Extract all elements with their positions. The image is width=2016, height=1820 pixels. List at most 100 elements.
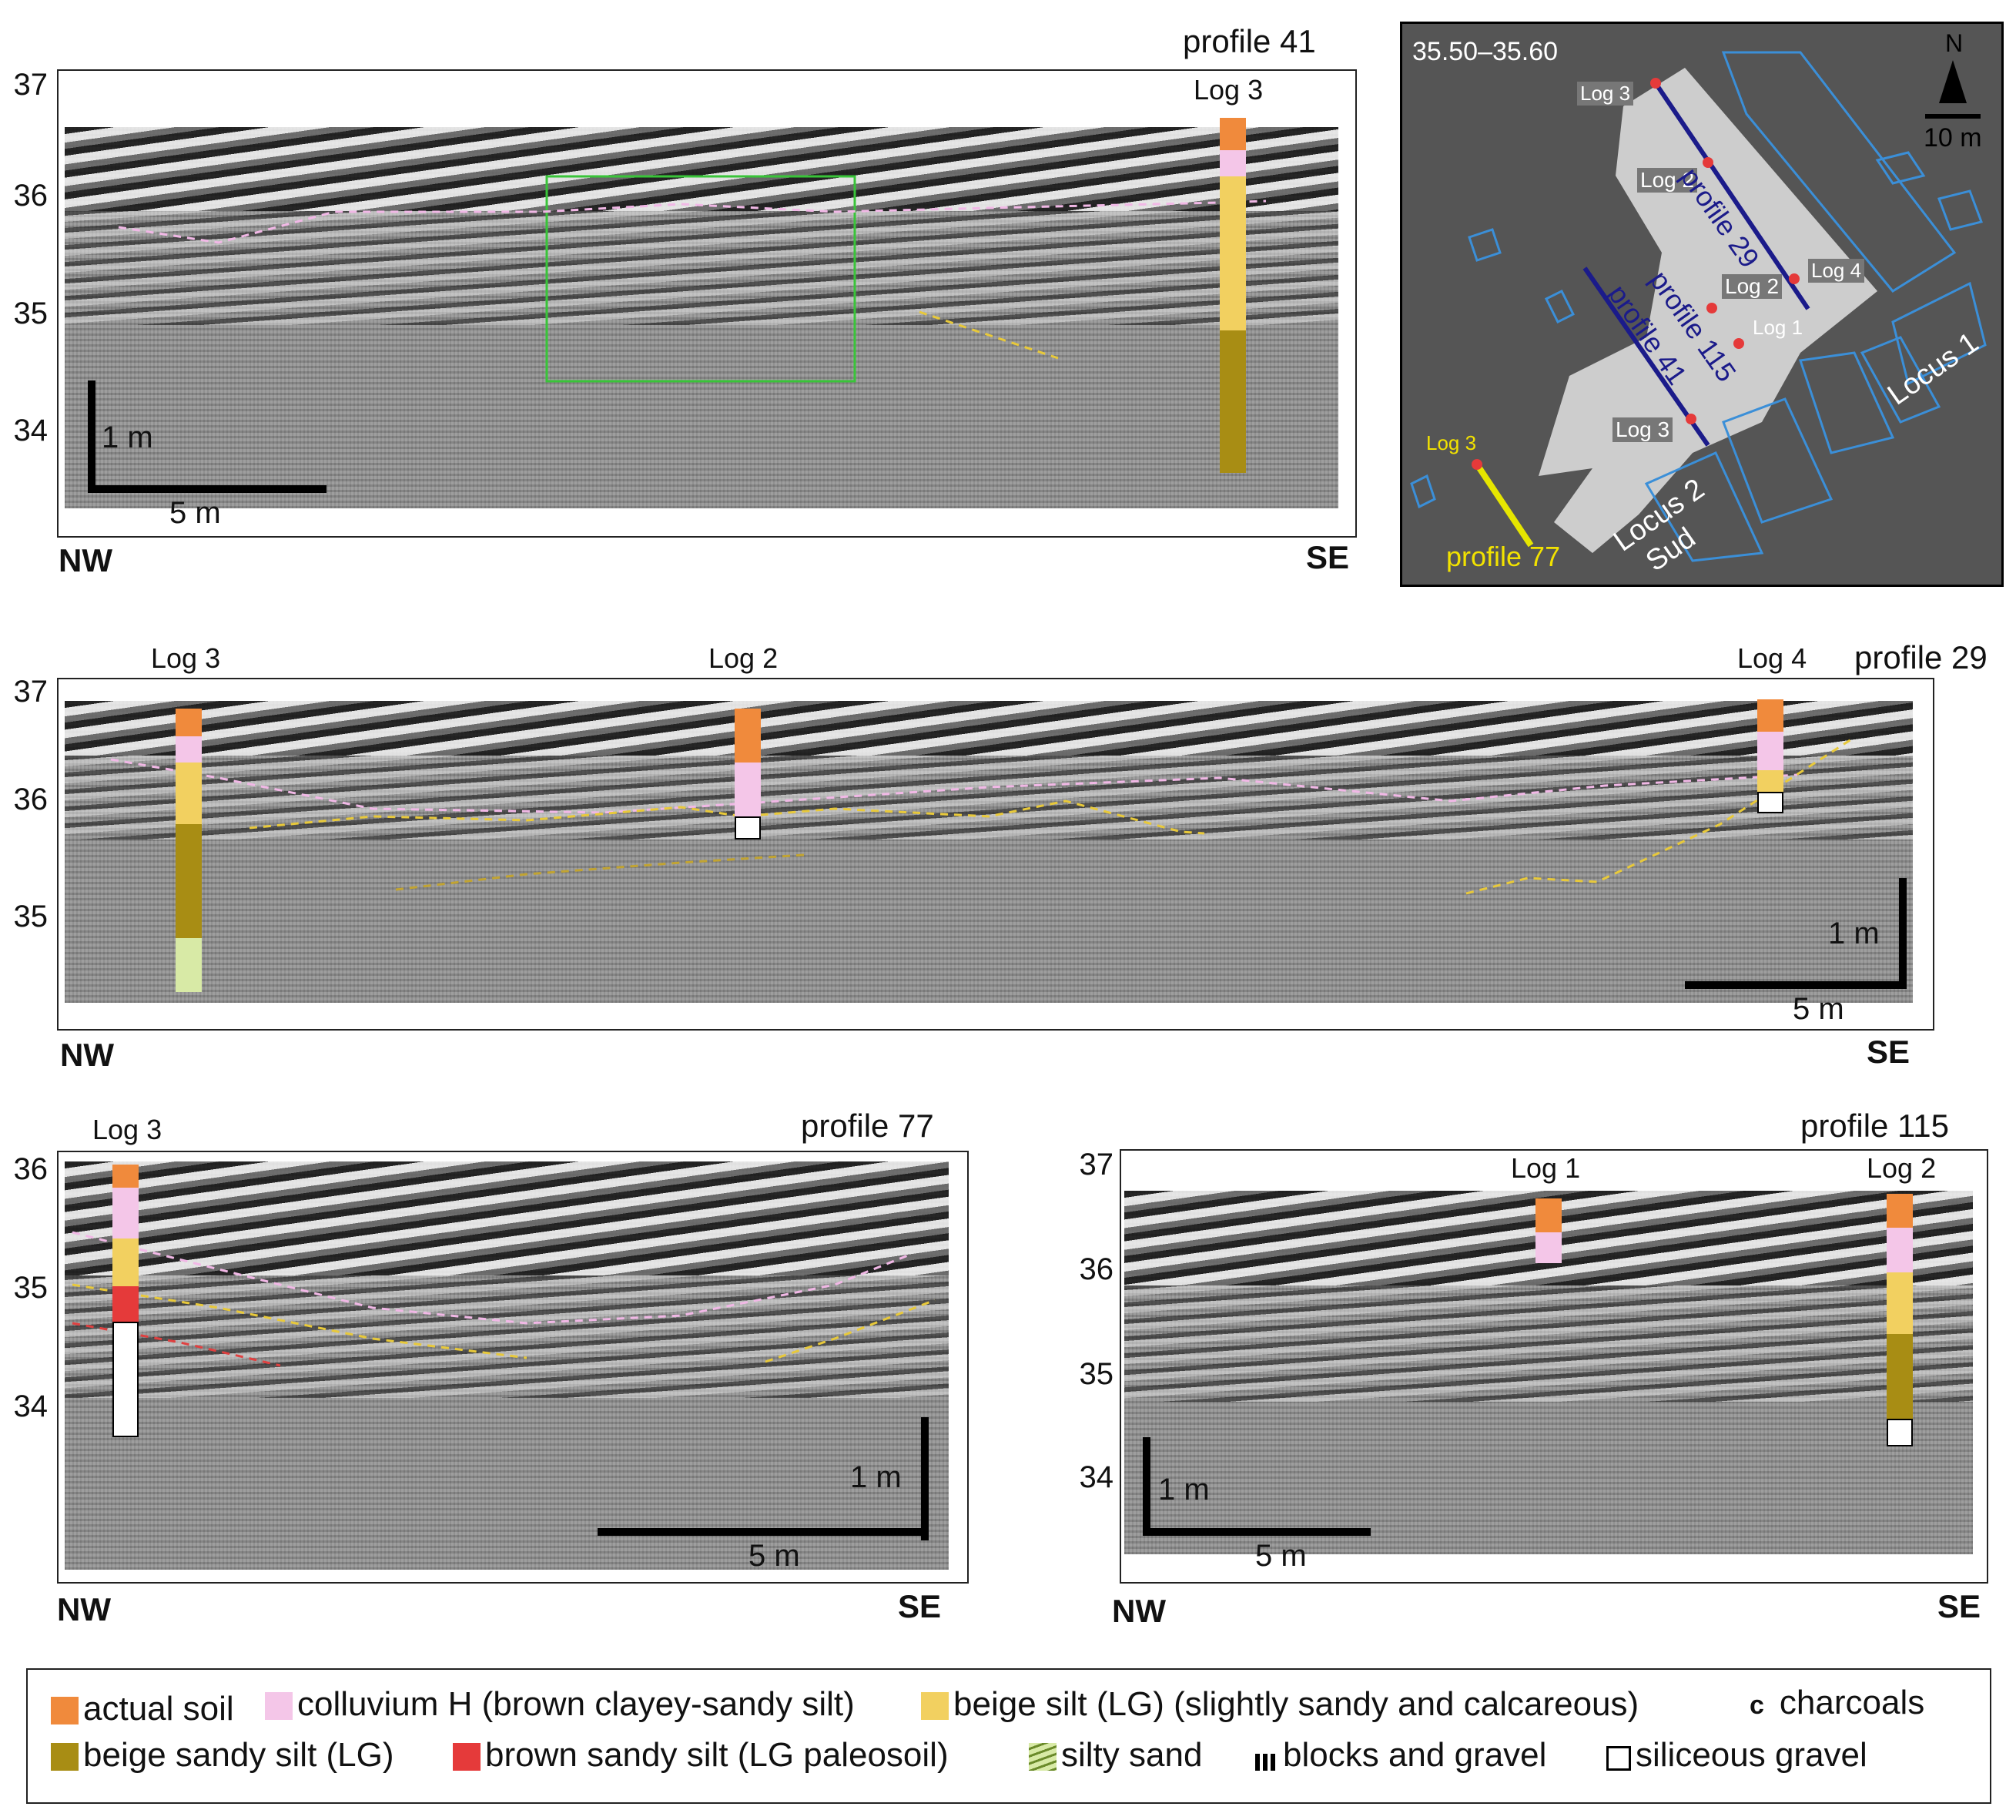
profile29-scale-horizontal (1685, 981, 1907, 989)
profile41-scale-v-label: 1 m (102, 421, 153, 454)
profile77-dir-right: SE (898, 1588, 942, 1624)
profile41-dir-right: SE (1306, 539, 1350, 575)
profile29-scale-h-label: 5 m (1793, 992, 1844, 1026)
profile41-pink-boundary (118, 199, 1267, 244)
silty-sand-icon (1029, 1743, 1057, 1771)
legend-colluvium: colluvium H (brown clayey-sandy silt) (265, 1685, 855, 1724)
profile29-yellow-boundary-1 (249, 799, 1205, 835)
profile77-yellow-boundary-1 (72, 1283, 527, 1359)
legend-siliceous-gravel: siliceous gravel (1606, 1736, 1867, 1775)
profile77-scale-h-label: 5 m (748, 1539, 800, 1573)
profile77-radargram (65, 1161, 949, 1570)
profile29-ytick-37: 37 (13, 675, 49, 709)
legend-charcoals: c charcoals (1750, 1684, 1924, 1722)
profile77-ytick-34: 34 (13, 1389, 49, 1423)
legend-silty-sand: silty sand (1029, 1736, 1202, 1775)
legend: actual soil colluvium H (brown clayey-sa… (26, 1668, 1991, 1804)
profile77-scale-vertical (921, 1417, 929, 1540)
profile41-highlight-box (545, 175, 856, 383)
profile41-ytick-34: 34 (13, 414, 49, 447)
profile115-log2-label: Log 2 (1867, 1152, 1937, 1184)
profile41-scale-h-label: 5 m (169, 496, 221, 530)
profile29-overlay (110, 738, 1852, 895)
profile41-ytick-35: 35 (13, 297, 49, 330)
profile41-title: profile 41 (1183, 23, 1316, 59)
profile29-dir-left: NW (60, 1037, 114, 1073)
profile77-log3-label: Log 3 (92, 1114, 162, 1145)
profile77-scale-v-label: 1 m (850, 1460, 902, 1494)
map-log-label-4: Log 4 (1808, 259, 1865, 283)
profile29-ytick-35: 35 (13, 900, 49, 933)
profile41-scale-vertical (88, 380, 95, 493)
legend-swatch-actual-soil (51, 1697, 79, 1724)
profile29-radargram (65, 701, 1913, 1003)
profile77-dir-left: NW (57, 1591, 111, 1627)
profile29-log2-label: Log 2 (708, 642, 779, 674)
map-line-profile29 (1653, 82, 1810, 310)
blocks-gravel-icon (1255, 1754, 1278, 1771)
legend-beige-silt: beige silt (LG) (slightly sandy and calc… (921, 1685, 1639, 1724)
legend-brown-sandy-silt: brown sandy silt (LG paleosoil) (453, 1736, 949, 1775)
profile41-yellow-boundary (919, 310, 1059, 360)
profile29-log2-column (735, 709, 761, 840)
profile41-ytick-37: 37 (13, 68, 49, 102)
map-log-label-5: Log 1 (1753, 316, 1803, 339)
profile77-red-boundary (72, 1322, 281, 1367)
profile115-scale-v-label: 1 m (1158, 1473, 1210, 1507)
profile41-overlay (118, 175, 1267, 383)
legend-swatch-beige-sandy-silt (51, 1743, 79, 1771)
profile115-log2-column (1887, 1194, 1913, 1446)
map-range-label: 35.50–35.60 (1412, 37, 1559, 66)
map-log-label-3: Log 2 (1722, 274, 1783, 299)
map-log-label-6: Log 3 (1612, 417, 1673, 442)
profile77-pink-boundary (72, 1231, 913, 1325)
legend-label-colluvium: colluvium H (brown clayey-sandy silt) (297, 1685, 855, 1723)
legend-label-actual-soil: actual soil (83, 1690, 234, 1728)
profile115-dir-left: NW (1112, 1593, 1166, 1629)
profile115-dir-right: SE (1937, 1588, 1981, 1624)
profile29-ytick-36: 36 (13, 783, 49, 816)
legend-actual-soil: actual soil (51, 1690, 234, 1728)
legend-label-beige-silt: beige silt (LG) (slightly sandy and calc… (953, 1685, 1639, 1723)
profile77-ytick-35: 35 (13, 1271, 49, 1305)
profile29-scale-vertical (1899, 878, 1907, 989)
legend-swatch-colluvium (265, 1692, 293, 1720)
profile41-radargram (65, 127, 1338, 508)
map-profile77-label: profile 77 (1446, 541, 1561, 572)
profile41-log-column (1220, 118, 1246, 473)
map-north-label: N (1945, 29, 1964, 57)
profile115-ytick-37: 37 (1079, 1148, 1114, 1181)
profile29-log4-label: Log 4 (1737, 642, 1807, 674)
profile29-pink-boundary (110, 758, 1798, 814)
profile29-yellow-boundary-2 (395, 853, 805, 891)
profile115-radargram (1124, 1191, 1973, 1554)
profile29-log3-label: Log 3 (151, 642, 221, 674)
charcoal-icon: c (1750, 1691, 1764, 1720)
profile29-scale-v-label: 1 m (1828, 917, 1880, 950)
profile115-log1-column (1535, 1198, 1562, 1263)
map-line-profile77 (1474, 462, 1534, 548)
profile115-ytick-34: 34 (1079, 1460, 1114, 1494)
profile77-overlay (72, 1231, 936, 1367)
legend-label-silty-sand: silty sand (1061, 1736, 1203, 1774)
north-arrow-icon (1939, 60, 1967, 103)
legend-label-beige-sandy-silt: beige sandy silt (LG) (83, 1736, 394, 1774)
profile115-scale-horizontal (1143, 1528, 1371, 1536)
map-scale-bar (1925, 114, 1981, 119)
profile77-scale-horizontal (598, 1528, 929, 1536)
profile77-title: profile 77 (801, 1108, 934, 1144)
profile115-scale-h-label: 5 m (1255, 1539, 1307, 1573)
profile29-yellow-boundary-3 (1465, 738, 1852, 895)
profile77-ytick-36: 36 (13, 1152, 49, 1186)
profile41-scale-horizontal (88, 485, 327, 493)
legend-swatch-beige-silt (921, 1692, 949, 1720)
legend-label-brown-sandy-silt: brown sandy silt (LG paleosoil) (485, 1736, 949, 1774)
legend-label-blocks-gravel: blocks and gravel (1283, 1736, 1547, 1774)
profile41-log-label: Log 3 (1194, 74, 1264, 106)
map-log-label-2: Log 2 (1637, 168, 1698, 193)
profile29-log4-column (1757, 699, 1783, 813)
map-scale-label: 10 m (1924, 123, 1982, 153)
map-log-label-1: Log 3 (1577, 82, 1634, 106)
profile41-ytick-36: 36 (13, 179, 49, 213)
profile115-title: profile 115 (1800, 1108, 1950, 1144)
